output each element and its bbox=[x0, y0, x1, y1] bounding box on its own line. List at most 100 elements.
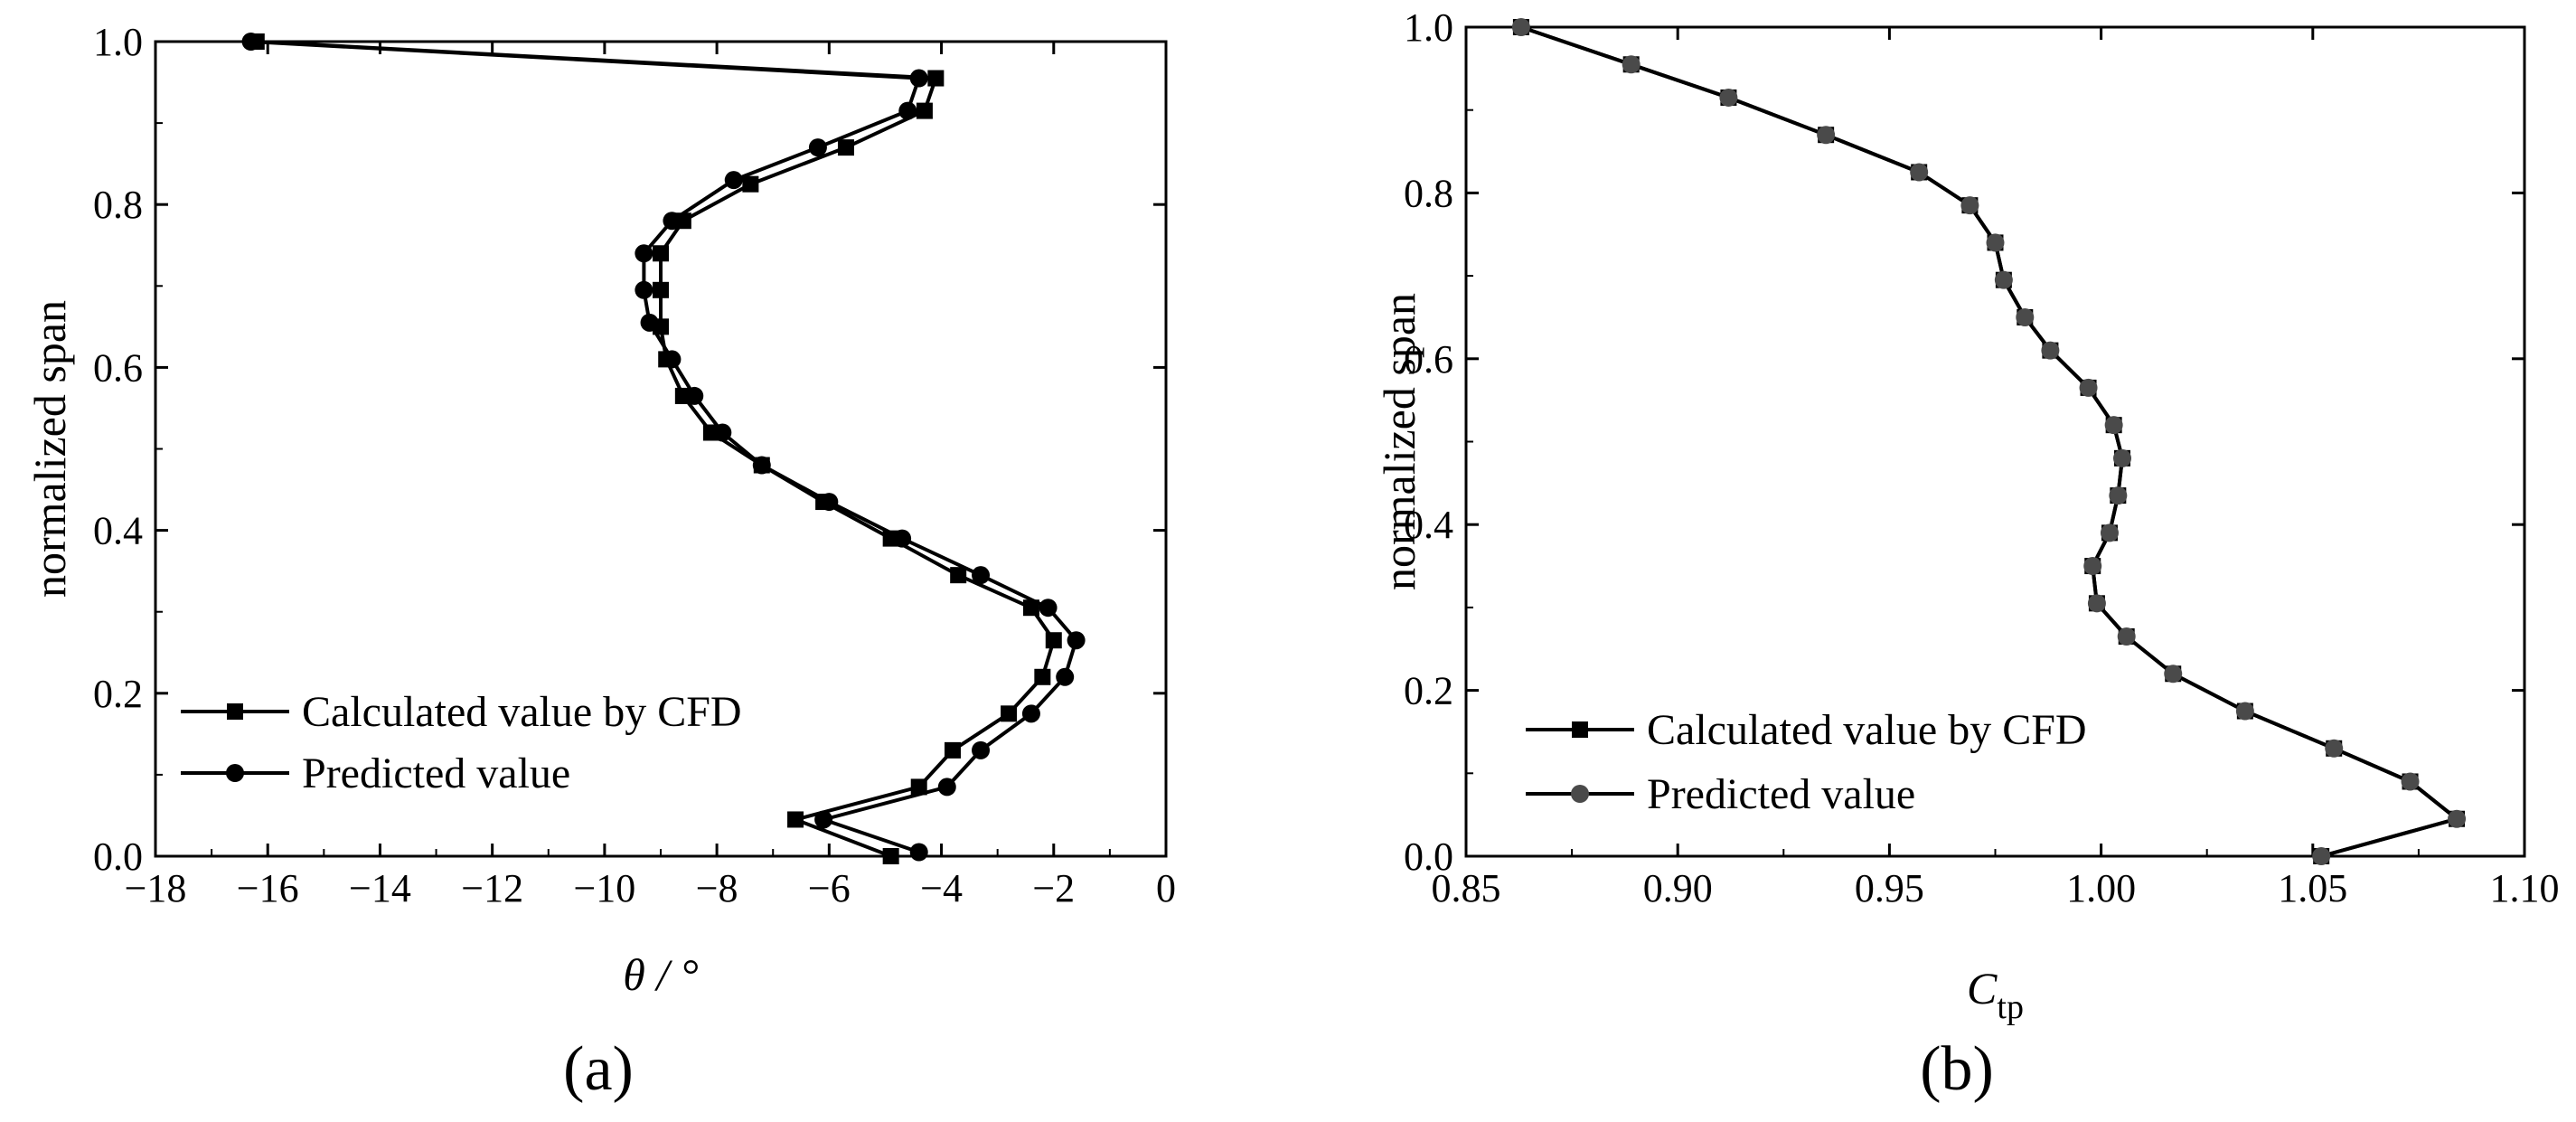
y-tick-label: 0.2 bbox=[1404, 669, 1453, 713]
data-point-square bbox=[927, 70, 945, 87]
data-point-circle bbox=[1817, 126, 1836, 145]
x-tick-label: 0.95 bbox=[1855, 866, 1924, 910]
data-point-circle bbox=[713, 423, 732, 442]
data-point-circle bbox=[820, 493, 839, 512]
y-tick-label: 0.4 bbox=[1404, 503, 1453, 547]
y-tick-label: 0.0 bbox=[1404, 834, 1453, 879]
data-point-square bbox=[837, 139, 854, 156]
data-point-circle bbox=[2401, 772, 2420, 791]
y-axis-label: normalized span bbox=[24, 300, 75, 598]
data-point-circle bbox=[663, 350, 682, 369]
panel-b-chart: 0.85 0.90 0.95 1.00 1.05 1.10 0.0 0.2 0.4 0.6 0.8 1… bbox=[1374, 5, 2560, 1104]
panel-label: (a) bbox=[563, 1034, 634, 1104]
data-point-circle bbox=[2079, 378, 2098, 397]
x-tick-label: −8 bbox=[696, 866, 738, 910]
y-tick-label: 0.8 bbox=[93, 183, 143, 227]
data-point-circle bbox=[2016, 307, 2035, 326]
y-tick-label: 0.8 bbox=[1404, 171, 1453, 215]
data-point-circle bbox=[972, 740, 991, 759]
data-point-circle bbox=[909, 69, 928, 88]
x-tick-label: −10 bbox=[573, 866, 635, 910]
data-point-circle bbox=[635, 280, 653, 299]
data-point-circle bbox=[685, 386, 704, 405]
data-point-circle bbox=[1021, 704, 1040, 723]
data-point-circle bbox=[1910, 163, 1929, 182]
data-point-circle bbox=[1986, 233, 2005, 252]
data-point-circle bbox=[663, 212, 682, 231]
legend-label: Predicted value bbox=[1647, 770, 1915, 818]
x-tick-label: 0.85 bbox=[1432, 866, 1501, 910]
x-tick-label: 1.05 bbox=[2278, 866, 2347, 910]
data-point-circle bbox=[2312, 847, 2331, 865]
x-axis-label: Ctp bbox=[1967, 963, 2024, 1026]
legend-marker-square bbox=[227, 703, 243, 720]
legend-label: Calculated value by CFD bbox=[302, 688, 742, 736]
y-tick-label: 0.4 bbox=[93, 509, 143, 553]
y-tick-label: 0.0 bbox=[93, 834, 143, 879]
legend: Calculated value by CFD Predicted value bbox=[1526, 706, 2087, 818]
data-point-circle bbox=[1994, 270, 2013, 289]
data-point-circle bbox=[1039, 599, 1058, 618]
data-point-square bbox=[910, 778, 927, 796]
panel-a-chart: −18 −16 −14 −12 −10 −8 −6 −4 −2 0 0.0 0.2 0.4 0.6 0.8 1… bbox=[24, 20, 1176, 1104]
y-tick-label: 0.2 bbox=[93, 672, 143, 716]
x-tick-label: 0.90 bbox=[1643, 866, 1713, 910]
series-line bbox=[1520, 25, 2459, 858]
data-point-square bbox=[882, 848, 899, 864]
x-tick-label: −4 bbox=[920, 866, 963, 910]
x-axis-label: θ / ° bbox=[623, 949, 698, 1000]
series-line bbox=[256, 40, 1056, 858]
x-tick-label: 0 bbox=[1156, 866, 1176, 910]
data-point-circle bbox=[814, 810, 833, 829]
data-point-circle bbox=[898, 101, 917, 120]
data-point-circle bbox=[2100, 523, 2119, 542]
y-axis-label: normalized span bbox=[1374, 293, 1424, 590]
data-point-circle bbox=[2117, 627, 2136, 646]
data-point-square bbox=[1001, 705, 1018, 722]
x-tick-label: −6 bbox=[808, 866, 851, 910]
legend-label: Calculated value by CFD bbox=[1647, 706, 2087, 754]
x-axis-label-main: C bbox=[1967, 963, 1998, 1014]
data-point-circle bbox=[1067, 631, 1086, 650]
legend-marker-circle bbox=[226, 764, 244, 782]
x-tick-label: −2 bbox=[1032, 866, 1075, 910]
data-point-circle bbox=[1622, 55, 1641, 74]
data-point-circle bbox=[752, 456, 771, 475]
data-point-square bbox=[1045, 632, 1062, 649]
data-point-circle bbox=[2083, 557, 2102, 576]
y-tick-label: 0.6 bbox=[93, 345, 143, 390]
data-point-circle bbox=[808, 138, 827, 157]
data-point-circle bbox=[909, 843, 928, 862]
data-point-circle bbox=[640, 313, 659, 332]
data-point-circle bbox=[893, 529, 912, 548]
data-point-circle bbox=[241, 33, 260, 51]
legend: Calculated value by CFD Predicted value bbox=[181, 688, 742, 797]
y-tick-label: 1.0 bbox=[1404, 5, 1453, 50]
data-point-circle bbox=[937, 778, 956, 797]
data-point-circle bbox=[2448, 809, 2467, 828]
data-point-circle bbox=[2113, 448, 2132, 467]
data-point-square bbox=[1034, 668, 1051, 685]
data-point-circle bbox=[1719, 88, 1738, 107]
data-point-circle bbox=[2104, 416, 2123, 435]
data-point-circle bbox=[635, 244, 653, 263]
legend-label: Predicted value bbox=[302, 750, 570, 797]
x-tick-label: −16 bbox=[237, 866, 299, 910]
data-point-circle bbox=[1511, 18, 1530, 36]
data-point-circle bbox=[2087, 594, 2106, 613]
data-point-circle bbox=[1056, 667, 1075, 686]
x-tick-label: 1.10 bbox=[2490, 866, 2560, 910]
series-predicted bbox=[1511, 18, 2467, 865]
panel-label: (b) bbox=[1920, 1034, 1994, 1104]
data-point-circle bbox=[724, 171, 743, 190]
legend-marker-square bbox=[1572, 721, 1588, 738]
series-line bbox=[250, 40, 1078, 854]
data-point-circle bbox=[2164, 665, 2183, 684]
data-point-square bbox=[916, 102, 933, 119]
data-point-circle bbox=[2109, 486, 2128, 505]
x-tick-label: −12 bbox=[461, 866, 523, 910]
x-axis-label-sub: tp bbox=[1997, 988, 2024, 1026]
data-point-square bbox=[742, 175, 759, 193]
data-point-circle bbox=[1960, 196, 1979, 215]
